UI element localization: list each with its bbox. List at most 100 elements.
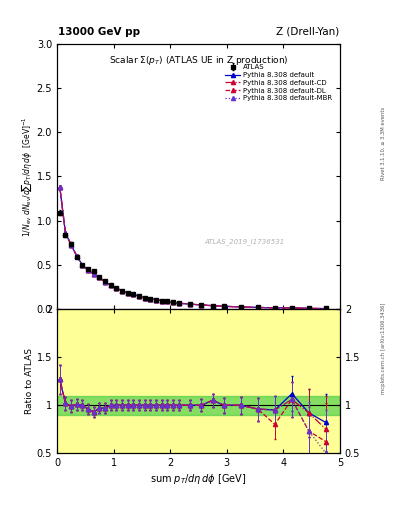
Pythia 8.308 default-MBR bbox=[307, 305, 311, 311]
Pythia 8.308 default-DL bbox=[323, 306, 328, 312]
Pythia 8.308 default bbox=[176, 300, 181, 306]
Text: Z (Drell-Yan): Z (Drell-Yan) bbox=[275, 27, 339, 37]
Pythia 8.308 default-CD bbox=[103, 279, 107, 285]
Pythia 8.308 default-MBR bbox=[108, 283, 113, 289]
Pythia 8.308 default-DL bbox=[57, 184, 62, 190]
Pythia 8.308 default-MBR bbox=[97, 274, 102, 281]
Pythia 8.308 default-MBR bbox=[176, 300, 181, 306]
Line: Pythia 8.308 default: Pythia 8.308 default bbox=[58, 185, 328, 311]
Pythia 8.308 default-DL bbox=[187, 301, 192, 307]
Pythia 8.308 default-CD bbox=[57, 184, 62, 190]
Pythia 8.308 default-MBR bbox=[69, 242, 73, 248]
Pythia 8.308 default bbox=[222, 303, 226, 309]
Pythia 8.308 default-MBR bbox=[74, 253, 79, 259]
Pythia 8.308 default-CD bbox=[86, 267, 90, 273]
Pythia 8.308 default-DL bbox=[171, 299, 175, 305]
Pythia 8.308 default-CD bbox=[92, 271, 96, 277]
Pythia 8.308 default-CD bbox=[142, 295, 147, 301]
Y-axis label: $1/N_\mathrm{ev}\ dN_\mathrm{ev}/d\!\sum p_T/d\eta\,d\phi\ \ [\mathrm{GeV}]^{-1}: $1/N_\mathrm{ev}\ dN_\mathrm{ev}/d\!\sum… bbox=[20, 116, 34, 237]
Pythia 8.308 default bbox=[57, 184, 62, 190]
Pythia 8.308 default-DL bbox=[131, 291, 136, 297]
Pythia 8.308 default-MBR bbox=[199, 302, 204, 308]
Pythia 8.308 default-DL bbox=[74, 253, 79, 259]
Pythia 8.308 default-CD bbox=[114, 285, 119, 291]
X-axis label: sum $p_T/d\eta\,d\phi$ [GeV]: sum $p_T/d\eta\,d\phi$ [GeV] bbox=[150, 472, 247, 486]
Pythia 8.308 default-DL bbox=[142, 295, 147, 301]
Pythia 8.308 default-DL bbox=[199, 302, 204, 308]
Pythia 8.308 default-CD bbox=[176, 300, 181, 306]
Pythia 8.308 default-CD bbox=[171, 299, 175, 305]
Text: Rivet 3.1.10, ≥ 3.3M events: Rivet 3.1.10, ≥ 3.3M events bbox=[381, 106, 386, 180]
Pythia 8.308 default-DL bbox=[307, 305, 311, 311]
Pythia 8.308 default-CD bbox=[272, 305, 277, 311]
Pythia 8.308 default-MBR bbox=[125, 289, 130, 295]
Pythia 8.308 default-MBR bbox=[142, 295, 147, 301]
Text: Scalar $\Sigma(p_T)$ (ATLAS UE in Z production): Scalar $\Sigma(p_T)$ (ATLAS UE in Z prod… bbox=[109, 54, 288, 67]
Pythia 8.308 default-DL bbox=[154, 296, 158, 303]
Pythia 8.308 default bbox=[125, 289, 130, 295]
Pythia 8.308 default-CD bbox=[148, 296, 153, 302]
Pythia 8.308 default-DL bbox=[114, 285, 119, 291]
Pythia 8.308 default bbox=[323, 306, 328, 312]
Pythia 8.308 default bbox=[80, 262, 85, 268]
Pythia 8.308 default bbox=[154, 296, 158, 303]
Pythia 8.308 default-MBR bbox=[137, 293, 141, 299]
Pythia 8.308 default-CD bbox=[290, 305, 294, 311]
Pythia 8.308 default-DL bbox=[137, 293, 141, 299]
Pythia 8.308 default bbox=[131, 291, 136, 297]
Pythia 8.308 default-CD bbox=[187, 301, 192, 307]
Pythia 8.308 default bbox=[142, 295, 147, 301]
Pythia 8.308 default-DL bbox=[210, 303, 215, 309]
Pythia 8.308 default-DL bbox=[80, 262, 85, 268]
Pythia 8.308 default-MBR bbox=[290, 305, 294, 311]
Pythia 8.308 default-MBR bbox=[165, 298, 170, 305]
Pythia 8.308 default-MBR bbox=[103, 279, 107, 285]
Pythia 8.308 default bbox=[92, 271, 96, 277]
Pythia 8.308 default-DL bbox=[120, 288, 125, 294]
Pythia 8.308 default bbox=[108, 283, 113, 289]
Pythia 8.308 default-CD bbox=[131, 291, 136, 297]
Pythia 8.308 default bbox=[114, 285, 119, 291]
Pythia 8.308 default-MBR bbox=[210, 303, 215, 309]
Pythia 8.308 default-DL bbox=[125, 289, 130, 295]
Pythia 8.308 default bbox=[97, 274, 102, 281]
Pythia 8.308 default-CD bbox=[137, 293, 141, 299]
Text: mcplots.cern.ch [arXiv:1306.3436]: mcplots.cern.ch [arXiv:1306.3436] bbox=[381, 303, 386, 394]
Pythia 8.308 default-DL bbox=[290, 305, 294, 311]
Pythia 8.308 default-MBR bbox=[187, 301, 192, 307]
Pythia 8.308 default-MBR bbox=[154, 296, 158, 303]
Pythia 8.308 default-CD bbox=[199, 302, 204, 308]
Pythia 8.308 default bbox=[187, 301, 192, 307]
Pythia 8.308 default-CD bbox=[165, 298, 170, 305]
Pythia 8.308 default-CD bbox=[108, 283, 113, 289]
Pythia 8.308 default bbox=[239, 304, 243, 310]
Pythia 8.308 default bbox=[255, 304, 260, 310]
Pythia 8.308 default bbox=[199, 302, 204, 308]
Pythia 8.308 default-CD bbox=[69, 242, 73, 248]
Text: 13000 GeV pp: 13000 GeV pp bbox=[58, 27, 140, 37]
Pythia 8.308 default-CD bbox=[63, 230, 68, 236]
Text: ATLAS_2019_I1736531: ATLAS_2019_I1736531 bbox=[204, 238, 285, 245]
Y-axis label: Ratio to ATLAS: Ratio to ATLAS bbox=[25, 348, 34, 414]
Pythia 8.308 default-MBR bbox=[222, 303, 226, 309]
Legend: ATLAS, Pythia 8.308 default, Pythia 8.308 default-CD, Pythia 8.308 default-DL, P: ATLAS, Pythia 8.308 default, Pythia 8.30… bbox=[224, 63, 334, 103]
Pythia 8.308 default bbox=[290, 305, 294, 311]
Pythia 8.308 default-DL bbox=[255, 304, 260, 310]
Pythia 8.308 default-MBR bbox=[255, 304, 260, 310]
Pythia 8.308 default-DL bbox=[222, 303, 226, 309]
Pythia 8.308 default-CD bbox=[239, 304, 243, 310]
Pythia 8.308 default bbox=[171, 299, 175, 305]
Pythia 8.308 default bbox=[272, 305, 277, 311]
Pythia 8.308 default-CD bbox=[255, 304, 260, 310]
Line: Pythia 8.308 default-DL: Pythia 8.308 default-DL bbox=[58, 185, 328, 311]
Pythia 8.308 default-CD bbox=[210, 303, 215, 309]
Pythia 8.308 default bbox=[69, 242, 73, 248]
Pythia 8.308 default-DL bbox=[69, 242, 73, 248]
Pythia 8.308 default-MBR bbox=[131, 291, 136, 297]
Pythia 8.308 default-MBR bbox=[63, 230, 68, 236]
Pythia 8.308 default-CD bbox=[307, 305, 311, 311]
Pythia 8.308 default-CD bbox=[154, 296, 158, 303]
Pythia 8.308 default-MBR bbox=[148, 296, 153, 302]
Pythia 8.308 default-CD bbox=[159, 297, 164, 304]
Pythia 8.308 default bbox=[74, 253, 79, 259]
